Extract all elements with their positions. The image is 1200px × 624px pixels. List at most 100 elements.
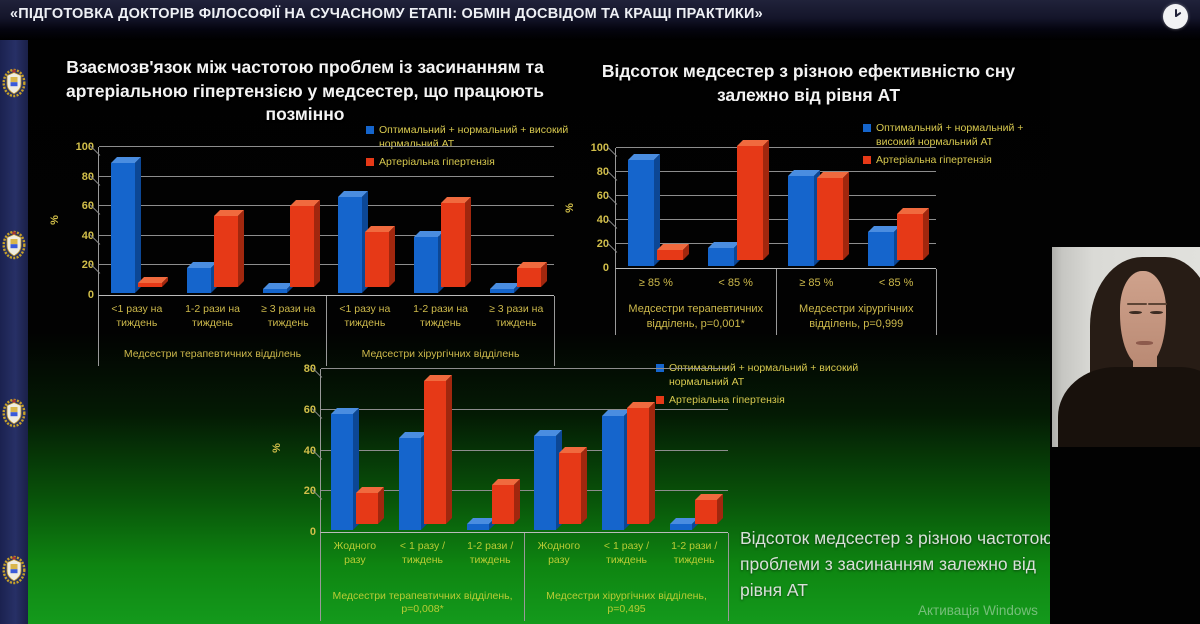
y-tick-label: 60 [596,190,609,202]
gridline [99,205,554,207]
bar-normal [708,242,740,266]
speaker-brow [1127,303,1147,305]
university-crest-icon [2,555,26,585]
bar-group [856,148,936,268]
y-tick-label: 0 [309,526,316,538]
x-axis-labels: Жодного разу < 1 разу / тиждень 1-2 рази /… [320,533,729,621]
bar-group [776,148,856,268]
right-chart-title: Відсоток медсестер з різною ефективністю… [601,61,1016,105]
sidebar-logo-strip [0,40,28,624]
bar-group [402,147,478,295]
x-axis-labels: ≥ 85 % < 85 % Медсестри терапевтичних відд… [615,269,937,335]
gridline [616,195,936,196]
bar-group [321,369,389,532]
bar-group [457,369,525,532]
y-tick-label: 40 [81,229,94,242]
x-axis-labels: <1 разу на тиждень 1-2 рази на тиждень ≥ 3… [98,296,555,366]
bar-hypertension [897,208,929,260]
plot-area [98,146,554,296]
right-chart-legend: Оптимальний + нормальний + високий норма… [863,122,1058,173]
group-label: Медсестри терапевтичних відділень, p=0,0… [628,303,764,330]
y-axis: % 0 20 40 60 80 100 [49,141,98,301]
category-label: ≥ 85 % [638,277,673,289]
legend-label: Артеріальна гіпертензія [669,394,785,407]
bar-hypertension [213,209,244,287]
y-tick-label: 40 [303,444,316,457]
left-chart-legend: Оптимальний + нормальний + високий норма… [366,124,571,175]
y-axis: % 0 20 40 60 80 100 [564,142,613,274]
gridline [616,171,936,172]
y-tick-label: 20 [81,259,94,272]
bar-group [478,147,554,295]
category-label: < 1 разу / тиждень [399,540,446,566]
category-row: ≥ 85 % < 85 % [777,269,937,290]
bar-hypertension [423,375,452,524]
group-label: Медсестри хірургічних відділень, p=0,999 [799,303,914,330]
y-tick-label: 40 [596,214,609,226]
legend-item-hypertension: Артеріальна гіпертензія [656,394,896,408]
category-group: ≥ 85 % < 85 % Медсестри хірургічних відділ… [777,269,937,335]
gridline [321,368,728,369]
bottom-bar-chart: % 0 20 40 60 80 Жодного разу < 1 разу / тижден… [271,358,738,624]
bar-group [175,147,251,295]
presentation-slide: Взаємозв'язок між частотою проблем із за… [28,40,1052,624]
bar-hypertension [491,479,520,524]
speaker-mouth [1136,341,1153,345]
gridline [616,243,936,244]
bar-hypertension [355,487,384,524]
bar-group [660,369,728,532]
bar-normal [628,154,660,266]
gridline [321,408,728,410]
gridline [616,219,936,220]
bar-group [251,147,327,295]
category-label: Жодного разу [333,540,377,566]
legend-swatch-red-icon [863,156,871,165]
gridline [321,490,728,492]
speaker-brow [1148,303,1168,305]
category-label: <1 разу на тиждень [111,303,163,329]
clock-icon[interactable] [1163,4,1188,29]
legend-label: Оптимальний + нормальний + високий норма… [876,122,1024,148]
bar-hypertension [657,244,689,260]
speaker-face [1120,271,1166,365]
windows-activation-watermark: Активація Windows [918,603,1038,618]
category-row: Жодного разу < 1 разу / тиждень 1-2 рази /… [525,533,728,567]
bottom-chart-legend: Оптимальний + нормальний + високий норма… [656,362,896,413]
bar-normal [186,261,217,293]
legend-swatch-red-icon [656,396,664,405]
bar-group [525,369,593,532]
bar-hypertension [695,493,724,524]
category-group: <1 разу на тиждень 1-2 рази на тиждень ≥ 3… [327,296,554,366]
bar-normal [414,230,445,293]
y-tick-label: 0 [602,262,609,274]
webcam-panel [1050,40,1200,624]
gridline [99,146,554,147]
y-tick-label: 80 [303,363,316,375]
category-group: <1 разу на тиждень 1-2 рази на тиждень ≥ 3… [99,296,327,366]
group-label: Медсестри терапевтичних відділень [123,348,302,361]
bar-group [99,147,175,295]
category-label: 1-2 рази / тиждень [671,540,718,566]
category-group: ≥ 85 % < 85 % Медсестри терапевтичних відд… [616,269,777,335]
bar-group [592,369,660,532]
legend-item-normal: Оптимальний + нормальний + високий норма… [863,122,1058,149]
gridline [99,264,554,266]
category-label: < 1 разу / тиждень [603,540,650,566]
group-label: Медсестри хірургічних відділень [361,348,520,361]
legend-label: Артеріальна гіпертензія [876,154,992,167]
category-row: ≥ 85 % < 85 % [616,269,776,290]
category-label: <1 разу на тиждень [339,303,391,329]
bar-hypertension [365,226,396,287]
bar-group [616,148,696,268]
category-label: 1-2 рази на тиждень [413,303,468,329]
legend-item-hypertension: Артеріальна гіпертензія [863,154,1058,168]
clock-minute-hand [1174,9,1177,17]
legend-swatch-blue-icon [863,124,871,132]
bar-normal [398,432,427,530]
bar-hypertension [737,140,769,260]
category-label: 1-2 рази на тиждень [185,303,240,329]
right-bar-chart: % 0 20 40 60 80 100 ≥ 85 % < 85 % Медсестри тера… [564,128,1028,378]
bar-normal [262,282,293,293]
y-axis: % 0 20 40 60 80 [271,363,320,538]
category-label: < 85 % [718,277,753,289]
